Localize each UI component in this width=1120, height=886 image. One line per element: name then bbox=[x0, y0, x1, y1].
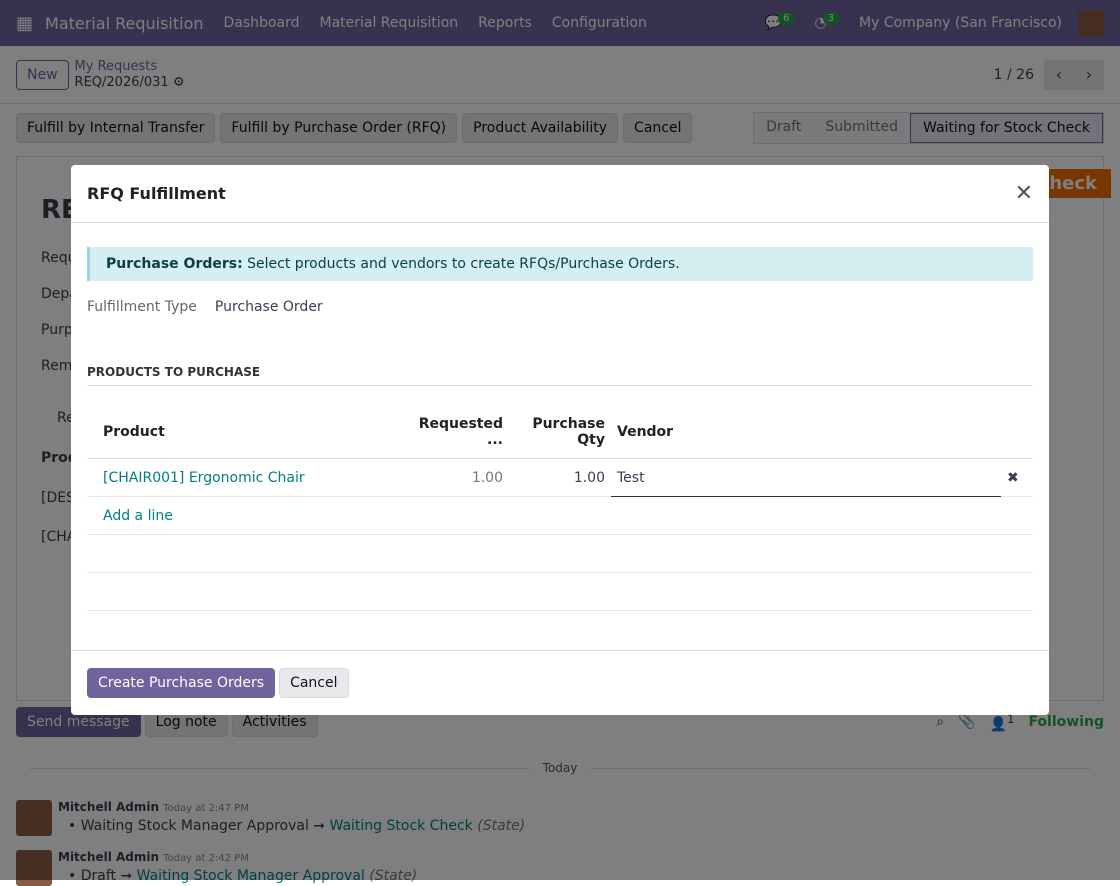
fulfillment-type-value: Purchase Order bbox=[214, 299, 323, 315]
delete-row-icon[interactable]: ✖ bbox=[1001, 458, 1033, 497]
requested-cell: 1.00 bbox=[397, 458, 509, 497]
products-table: Product Requested ... Purchase Qty Vendo… bbox=[87, 406, 1033, 611]
alert-text: Select products and vendors to create RF… bbox=[242, 256, 680, 272]
create-purchase-orders-button[interactable]: Create Purchase Orders bbox=[87, 668, 276, 698]
column-purchase-qty[interactable]: Purchase Qty bbox=[509, 406, 611, 459]
section-title: PRODUCTS TO PURCHASE bbox=[87, 365, 1033, 386]
column-requested[interactable]: Requested ... bbox=[397, 406, 509, 459]
add-line-link[interactable]: Add a line bbox=[103, 507, 173, 524]
product-cell[interactable]: [CHAIR001] Ergonomic Chair bbox=[87, 458, 397, 497]
dialog-title: RFQ Fulfillment bbox=[87, 184, 226, 203]
purchase-qty-cell[interactable]: 1.00 bbox=[509, 458, 611, 497]
close-icon[interactable]: ✕ bbox=[1014, 181, 1033, 206]
cancel-button[interactable]: Cancel bbox=[279, 668, 349, 698]
column-product[interactable]: Product bbox=[87, 406, 397, 459]
vendor-input[interactable]: Test bbox=[611, 458, 1001, 497]
rfq-fulfillment-dialog: RFQ Fulfillment ✕ Purchase Orders: Select… bbox=[71, 165, 1049, 715]
alert-title: Purchase Orders: bbox=[106, 256, 243, 272]
table-row[interactable]: [CHAIR001] Ergonomic Chair 1.00 1.00 Tes… bbox=[87, 458, 1033, 497]
info-alert: Purchase Orders: Select products and ven… bbox=[87, 247, 1033, 281]
column-vendor[interactable]: Vendor bbox=[611, 406, 1001, 459]
fulfillment-type-label: Fulfillment Type bbox=[87, 299, 197, 315]
